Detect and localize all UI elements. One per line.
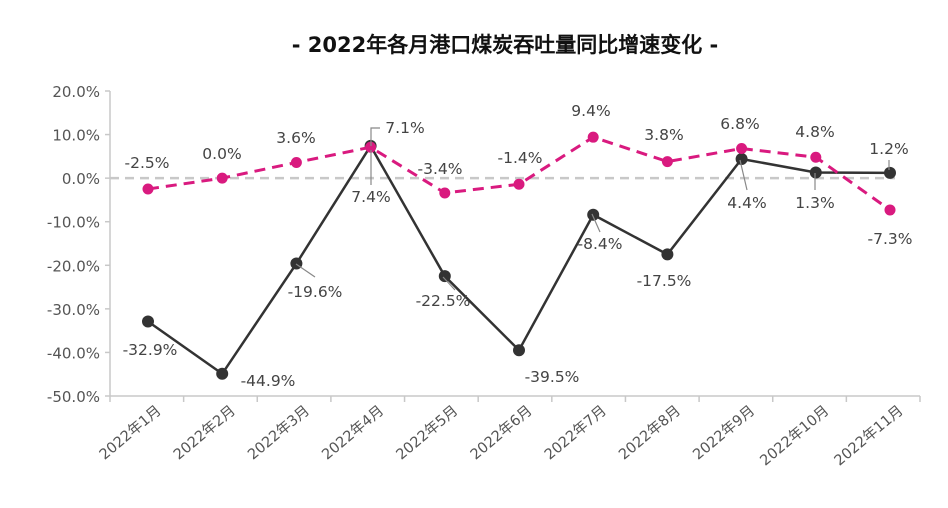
series-0-point: [661, 156, 673, 168]
series-0-point: [142, 183, 154, 195]
data-label: 9.4%: [571, 102, 610, 120]
data-label: -3.4%: [418, 160, 463, 178]
series-1-point: [142, 315, 154, 328]
y-tick-label: -40.0%: [47, 344, 100, 362]
data-label: 7.4%: [351, 188, 390, 206]
y-tick-label: -50.0%: [47, 388, 100, 406]
series-0-point: [810, 151, 822, 163]
data-label: -17.5%: [637, 272, 692, 290]
y-tick-label: -20.0%: [47, 257, 100, 275]
data-label: 7.1%: [385, 119, 424, 137]
x-tick-label: 2022年5月: [393, 402, 461, 463]
series-0-point: [513, 178, 525, 190]
x-tick-label: 2022年4月: [319, 402, 387, 463]
x-tick-label: 2022年6月: [467, 402, 535, 463]
y-tick-label: -30.0%: [47, 301, 100, 319]
x-tick-label: 2022年2月: [170, 402, 238, 463]
data-label-leader-line: [739, 159, 748, 191]
x-tick-label: 2022年11月: [831, 402, 907, 469]
data-label: -22.5%: [416, 292, 471, 310]
data-label: 4.4%: [727, 194, 766, 212]
series-0-point: [736, 143, 748, 155]
x-tick-label: 2022年9月: [690, 402, 758, 463]
series-0-point: [216, 172, 228, 184]
series-1-point: [735, 152, 748, 165]
series-0-point: [290, 156, 302, 168]
data-label: -39.5%: [525, 368, 580, 386]
y-tick-label: -10.0%: [47, 214, 100, 232]
data-label: 3.8%: [644, 126, 683, 144]
y-tick-label: 10.0%: [52, 127, 100, 145]
x-tick-label: 2022年8月: [615, 402, 683, 463]
data-label-leader-line: [295, 263, 316, 278]
series-1-point: [884, 166, 896, 179]
data-label: -2.5%: [125, 154, 170, 172]
data-label-leader-line: [442, 276, 456, 291]
x-tick-label: 2022年10月: [757, 402, 833, 469]
data-label: 6.8%: [720, 115, 759, 133]
data-label: -1.4%: [498, 149, 543, 167]
x-tick-label: 2022年7月: [541, 402, 609, 463]
chart-title: - 2022年各月港口煤炭吞吐量同比增速变化 -: [292, 33, 719, 57]
series-0-point: [587, 131, 599, 143]
data-label: -19.6%: [288, 283, 343, 301]
data-label: 1.3%: [795, 194, 834, 212]
data-label: 4.8%: [795, 123, 834, 141]
data-label-leader-line: [591, 213, 601, 233]
series-1-point: [587, 208, 600, 221]
series-1-point: [438, 270, 451, 283]
x-tick-label: 2022年3月: [244, 402, 312, 463]
data-label: 1.2%: [869, 140, 908, 158]
series-1-point: [661, 248, 674, 261]
data-label: -8.4%: [578, 235, 623, 253]
data-label: -32.9%: [123, 341, 178, 359]
y-tick-label: 20.0%: [52, 83, 100, 101]
series-1-point: [809, 166, 822, 179]
data-label: -7.3%: [868, 230, 913, 248]
series-0-point: [439, 187, 451, 199]
series-0-point: [884, 204, 896, 216]
data-label: -44.9%: [241, 372, 296, 390]
series-1-point: [216, 367, 229, 380]
series-1-point: [513, 344, 525, 357]
data-label: 0.0%: [202, 145, 241, 163]
x-tick-label: 2022年1月: [96, 402, 164, 463]
y-tick-label: 0.0%: [62, 170, 100, 188]
data-label-leader-line: [370, 127, 380, 146]
series-0-point: [365, 141, 377, 153]
data-label: 3.6%: [276, 129, 315, 147]
